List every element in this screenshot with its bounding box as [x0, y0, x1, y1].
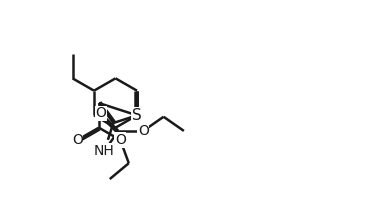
Text: NH: NH — [94, 144, 115, 158]
Text: O: O — [72, 133, 83, 147]
Text: O: O — [138, 124, 149, 138]
Text: O: O — [96, 106, 107, 120]
Text: S: S — [132, 108, 142, 123]
Text: O: O — [115, 133, 126, 147]
